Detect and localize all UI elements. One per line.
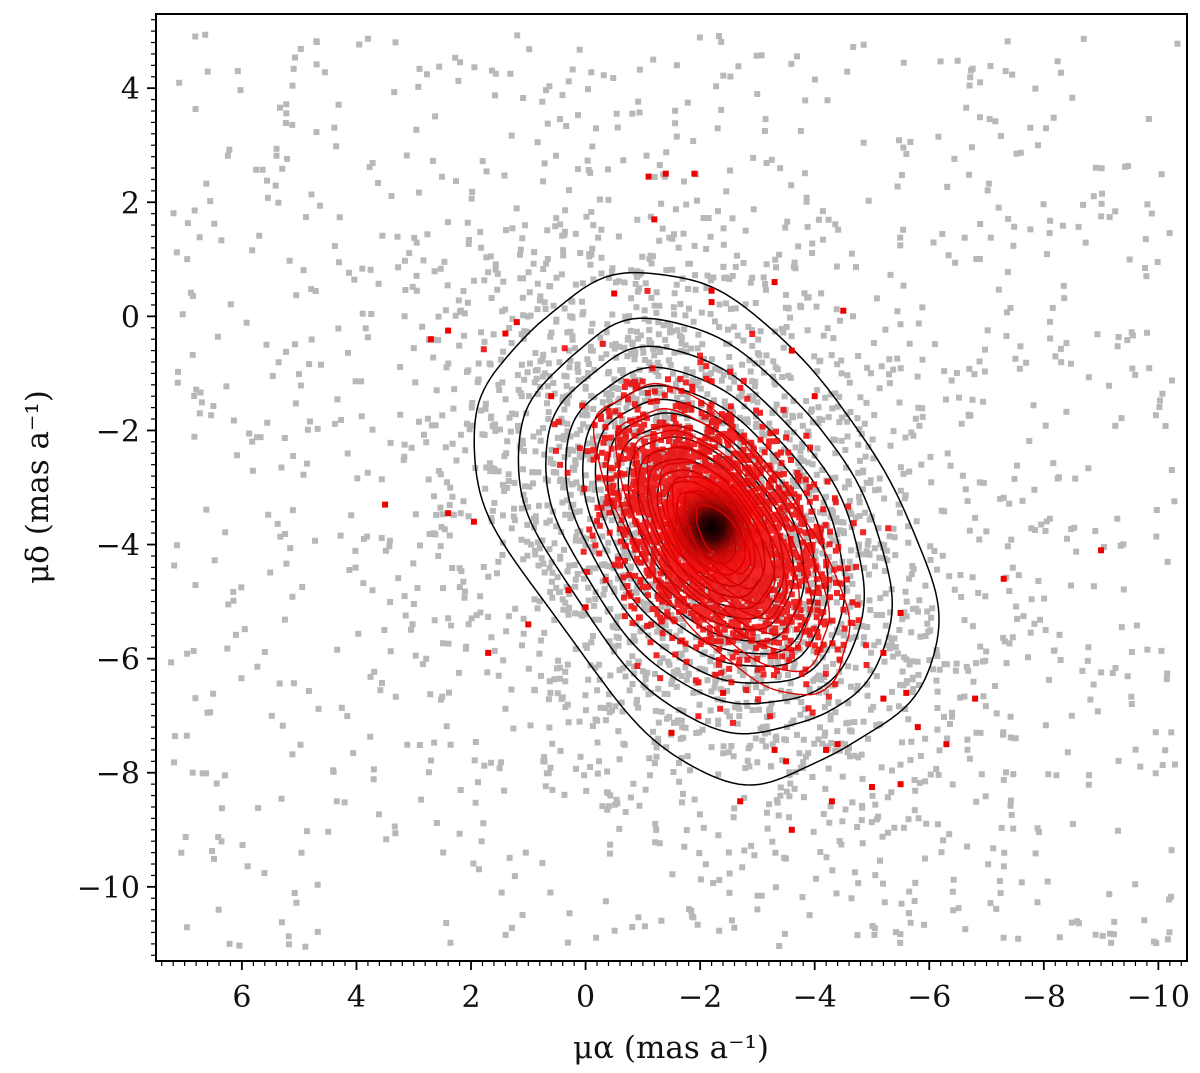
member-point-41 xyxy=(897,610,904,616)
member-point-5 xyxy=(771,279,778,286)
field-star-points xyxy=(168,31,1181,950)
field-contour-4 xyxy=(564,366,846,684)
member-point-7 xyxy=(708,299,715,306)
member-point-22 xyxy=(1000,575,1007,582)
member-point-39 xyxy=(903,689,910,696)
member-point-27 xyxy=(897,781,904,788)
member-point-43 xyxy=(788,347,795,354)
member-point-21 xyxy=(525,621,532,628)
x-tick-label: 4 xyxy=(347,980,366,1015)
member-point-18 xyxy=(565,587,572,594)
member-point-26 xyxy=(914,724,921,731)
member-point-35 xyxy=(783,758,790,765)
member-point-33 xyxy=(668,729,675,736)
member-point-28 xyxy=(869,784,875,790)
member-point-31 xyxy=(737,798,744,805)
member-point-42 xyxy=(811,393,818,400)
member-point-23 xyxy=(1098,547,1105,554)
member-point-11 xyxy=(427,336,434,343)
member-point-32 xyxy=(720,689,727,696)
x-tick-label: 6 xyxy=(232,980,251,1015)
x-tick-label: −2 xyxy=(678,980,722,1015)
member-point-3 xyxy=(645,173,652,180)
member-point-1 xyxy=(691,170,698,177)
member-point-25 xyxy=(943,741,950,748)
member-point-4 xyxy=(651,216,658,223)
member-contour-3 xyxy=(633,429,813,652)
member-contour-2 xyxy=(614,407,831,673)
member-point-16 xyxy=(445,510,452,517)
member-point-14 xyxy=(548,393,555,400)
field-contour-1 xyxy=(473,271,940,786)
y-tick-label: 0 xyxy=(121,300,140,335)
member-contour-4 xyxy=(646,445,800,636)
y-tick-label: 4 xyxy=(121,72,140,107)
member-point-37 xyxy=(834,741,841,748)
y-tick-label: −4 xyxy=(96,529,140,564)
y-tick-label: −8 xyxy=(96,757,140,792)
x-tick-label: −8 xyxy=(1022,980,1066,1015)
member-contour-1 xyxy=(592,382,851,696)
member-density-layer xyxy=(480,287,892,726)
cluster-member-points xyxy=(382,170,1105,833)
plot-area xyxy=(168,31,1181,950)
member-point-2 xyxy=(662,170,669,177)
x-tick-label: −6 xyxy=(907,980,951,1015)
member-contour-6 xyxy=(671,476,776,605)
x-axis-label: μα (mas a⁻¹) xyxy=(573,1030,769,1066)
y-axis-ticks: 4 2 0 −2 −4 −6 −8 −10 xyxy=(77,19,156,956)
member-point-20 xyxy=(485,649,492,656)
member-contour-8 xyxy=(695,504,752,575)
x-tick-label: −10 xyxy=(1127,980,1190,1015)
x-tick-label: 2 xyxy=(461,980,480,1015)
y-tick-label: −6 xyxy=(96,643,140,678)
x-tick-label: 0 xyxy=(576,980,595,1015)
member-density-contours xyxy=(592,382,851,696)
member-point-19 xyxy=(582,604,589,611)
member-point-24 xyxy=(972,695,979,702)
member-point-40 xyxy=(880,649,887,656)
member-point-30 xyxy=(788,826,795,833)
member-point-8 xyxy=(840,307,847,314)
member-contour-5 xyxy=(659,461,788,620)
x-axis-ticks: 6 4 2 0 −2 −4 −6 −8 −10 xyxy=(161,961,1190,1015)
member-point-12 xyxy=(513,319,520,326)
field-contour-5 xyxy=(582,384,829,668)
y-tick-label: −2 xyxy=(96,414,140,449)
member-point-17 xyxy=(470,518,477,525)
x-tick-label: −4 xyxy=(793,980,837,1015)
member-point-13 xyxy=(502,330,509,337)
member-point-10 xyxy=(445,327,452,334)
y-tick-label: 2 xyxy=(121,186,140,221)
member-point-36 xyxy=(823,746,830,753)
field-contour-2 xyxy=(517,317,894,735)
field-contour-3 xyxy=(545,345,866,705)
member-point-38 xyxy=(880,695,887,702)
member-point-9 xyxy=(611,290,618,297)
field-star-markers xyxy=(168,31,1181,950)
member-point-29 xyxy=(828,798,835,805)
member-contour-7 xyxy=(683,490,764,590)
member-point-6 xyxy=(708,287,715,294)
y-axis-label: μδ (mas a⁻¹) xyxy=(20,390,56,584)
y-tick-label: −10 xyxy=(77,871,140,906)
member-point-34 xyxy=(771,746,778,753)
member-point-15 xyxy=(382,501,389,508)
cluster-core xyxy=(651,467,772,588)
